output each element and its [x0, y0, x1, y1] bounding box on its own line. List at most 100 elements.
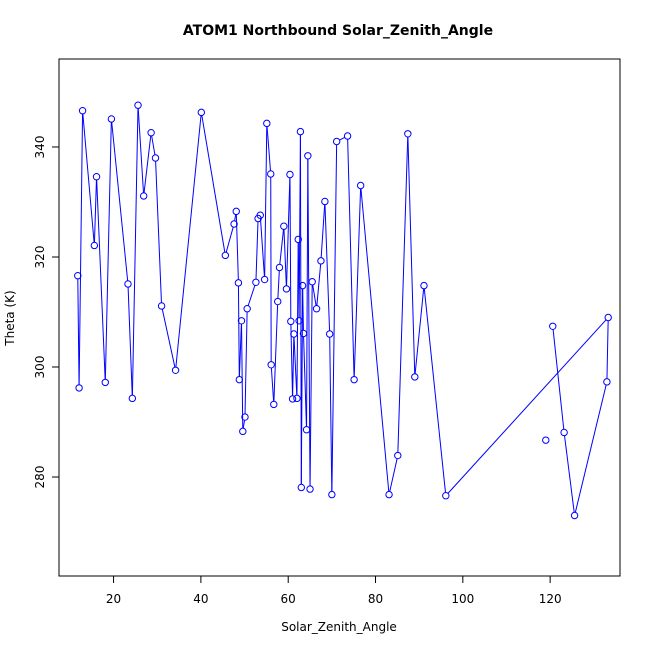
- series-segment: [329, 336, 333, 492]
- data-point: [549, 322, 557, 330]
- series-segment: [414, 288, 425, 374]
- data-point: [267, 170, 275, 178]
- data-point: [151, 154, 160, 162]
- data-point: [394, 451, 402, 460]
- data-point: [604, 313, 612, 322]
- data-point: [171, 366, 180, 374]
- data-point: [274, 297, 282, 306]
- series-segment: [175, 115, 202, 368]
- x-axis: 20 40 60 80 100 120: [106, 576, 562, 606]
- data-point: [304, 152, 312, 160]
- series-segment: [574, 384, 607, 513]
- data-point: [603, 378, 611, 386]
- series-segment: [353, 188, 362, 377]
- series-segment: [238, 323, 242, 377]
- series-points: [74, 101, 612, 520]
- data-point: [230, 220, 238, 228]
- series-segment: [279, 229, 285, 265]
- data-point: [139, 192, 148, 200]
- series-segment: [331, 144, 338, 492]
- data-point: [234, 279, 243, 287]
- series-segment: [277, 270, 280, 299]
- data-point: [157, 302, 166, 310]
- series-segment: [131, 108, 139, 396]
- series-segment: [389, 458, 398, 492]
- data-point: [420, 281, 428, 290]
- series-segment: [316, 263, 322, 306]
- series-segment: [407, 136, 416, 374]
- data-point: [306, 485, 314, 493]
- series-segment: [77, 278, 80, 385]
- series-segment: [397, 136, 409, 453]
- data-point: [221, 251, 230, 260]
- y-axis: 280 300 320 340: [33, 136, 59, 488]
- data-point: [239, 427, 247, 436]
- series-segment: [151, 135, 156, 156]
- series-segment: [237, 285, 240, 377]
- data-point: [302, 426, 311, 434]
- series-segment: [270, 367, 275, 402]
- data-point: [78, 107, 87, 115]
- series-segment: [161, 308, 176, 368]
- data-point: [252, 278, 260, 286]
- data-point: [299, 329, 308, 338]
- series-segment: [339, 136, 346, 141]
- data-point: [128, 394, 137, 403]
- data-point: [325, 330, 334, 338]
- series-segment: [289, 177, 292, 319]
- data-point: [350, 375, 358, 384]
- series-segment: [259, 218, 265, 277]
- y-tick-label: 340: [33, 136, 47, 159]
- series-segment: [300, 288, 304, 485]
- data-point: [298, 281, 307, 290]
- data-point: [147, 129, 155, 137]
- data-point: [282, 285, 291, 293]
- series-segment: [447, 319, 607, 494]
- y-axis-label: Theta (K): [3, 290, 17, 346]
- series-segment: [309, 284, 313, 487]
- series-segment: [360, 188, 390, 492]
- series-segment: [127, 286, 133, 396]
- data-point: [243, 305, 251, 313]
- data-point: [288, 395, 297, 403]
- series-segment: [137, 108, 145, 193]
- x-axis-label: Solar_Zenith_Angle: [281, 620, 397, 634]
- series-line: [77, 108, 609, 513]
- data-point: [275, 263, 284, 272]
- data-point: [296, 127, 305, 136]
- data-point: [197, 108, 206, 117]
- data-point: [411, 373, 419, 381]
- data-point: [317, 257, 325, 265]
- data-point: [560, 428, 568, 437]
- data-point: [75, 384, 83, 392]
- series-segment: [292, 336, 295, 396]
- data-point: [270, 400, 278, 409]
- data-point: [263, 119, 271, 128]
- data-point: [328, 490, 336, 499]
- series-segment: [93, 179, 97, 243]
- series-segment: [234, 214, 237, 222]
- series-segment: [423, 288, 446, 493]
- y-tick-label: 300: [33, 356, 47, 379]
- y-tick-label: 320: [33, 246, 47, 269]
- data-point: [312, 305, 321, 313]
- data-point: [124, 280, 132, 288]
- data-point: [290, 330, 298, 338]
- plot-frame: [58, 58, 621, 577]
- series-segment: [82, 113, 95, 243]
- data-point: [332, 137, 341, 146]
- series-segment: [247, 284, 256, 307]
- series-segment: [563, 435, 575, 513]
- data-point: [287, 317, 295, 326]
- series-segment: [242, 419, 246, 429]
- series-segment: [264, 126, 268, 277]
- data-point: [280, 222, 288, 230]
- data-point: [297, 483, 305, 492]
- x-tick-label: 80: [368, 592, 383, 606]
- series-segment: [104, 121, 112, 380]
- series-segment: [303, 336, 307, 427]
- series-segment: [302, 288, 304, 331]
- x-tick-label: 120: [539, 592, 562, 606]
- x-tick-label: 40: [193, 592, 208, 606]
